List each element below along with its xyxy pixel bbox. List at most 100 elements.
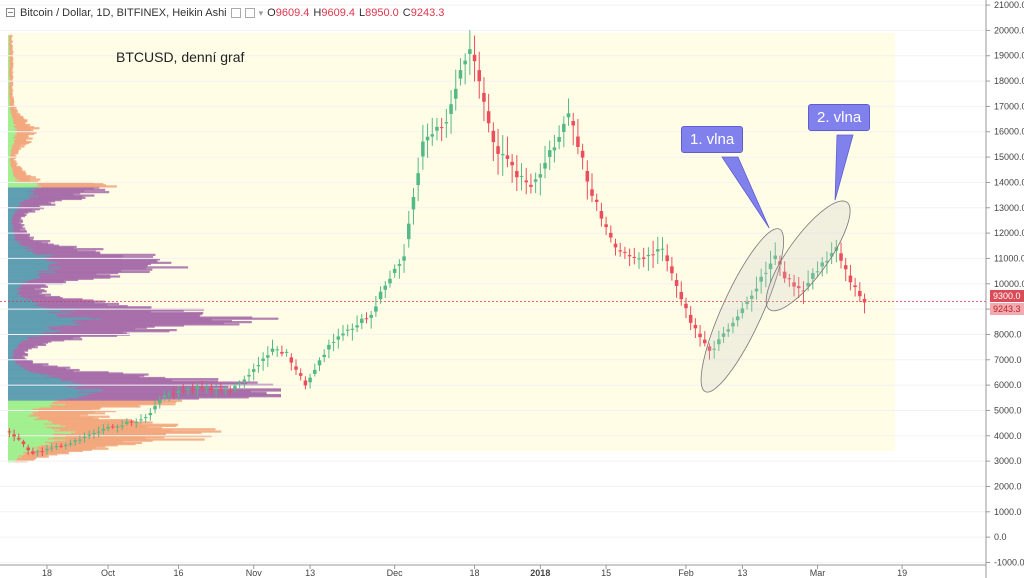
vp-row <box>60 379 173 382</box>
vp-row <box>8 108 11 112</box>
vp-row <box>27 335 81 339</box>
vp-row <box>17 457 36 461</box>
vp-row <box>12 225 22 228</box>
vp-row <box>8 303 35 307</box>
vp-row <box>8 165 12 169</box>
vp-row <box>56 313 203 316</box>
vp-row <box>28 370 74 373</box>
candle-body <box>322 354 326 358</box>
candle-body <box>275 349 279 351</box>
candle-body <box>853 285 857 288</box>
vp-row <box>8 100 10 104</box>
candle-body <box>369 315 373 318</box>
vp-row <box>8 134 15 137</box>
vp-row <box>8 349 14 352</box>
vp-row <box>32 411 95 414</box>
vp-row <box>9 99 15 103</box>
candle-body <box>397 264 402 266</box>
vp-row <box>9 88 13 91</box>
vp-row <box>9 65 14 68</box>
vp-row <box>8 405 52 408</box>
vp-row <box>8 301 39 304</box>
vp-row <box>8 302 39 305</box>
candle-body <box>740 308 745 314</box>
vp-row <box>8 163 11 166</box>
caret-down-icon[interactable]: ▾ <box>258 7 264 18</box>
vp-row <box>22 339 65 342</box>
candle-body <box>496 146 500 154</box>
vp-row <box>8 382 82 385</box>
vp-row <box>8 292 17 295</box>
vp-row <box>20 289 45 292</box>
vp-row <box>52 443 136 446</box>
candle-body <box>764 272 768 274</box>
time-axis[interactable]: 18 Oct 16 Nov 13 Dec 18 2018 15 Feb 13 Mar 19 <box>0 564 986 578</box>
candle-body <box>491 130 496 143</box>
candles <box>7 30 867 457</box>
vp-row <box>20 243 54 246</box>
vp-row <box>11 165 21 169</box>
vp-row <box>29 338 83 341</box>
vp-row <box>8 366 26 369</box>
vp-row <box>14 234 30 237</box>
candle-body <box>21 441 26 445</box>
candle-body <box>562 123 566 132</box>
vp-row <box>8 143 14 146</box>
vp-row <box>9 42 12 46</box>
vp-row <box>8 126 15 129</box>
vp-row <box>8 83 10 87</box>
vp-row <box>9 91 13 95</box>
vp-row <box>8 443 53 446</box>
vp-row <box>8 81 10 84</box>
wave-2-callout[interactable]: 2. vlna <box>808 104 871 131</box>
vp-row <box>8 236 16 239</box>
candle-body <box>195 387 200 390</box>
vp-row <box>44 306 152 309</box>
settings-icon[interactable] <box>230 8 241 18</box>
candle-body <box>811 273 815 279</box>
candle-body <box>543 162 547 169</box>
vp-row <box>8 268 54 271</box>
vp-row <box>9 45 13 48</box>
vp-row <box>9 77 14 80</box>
price-tick-label: 6000.0 <box>994 380 1022 390</box>
vp-row <box>8 172 14 176</box>
vp-row <box>8 421 52 424</box>
vp-row <box>8 319 78 323</box>
vp-row <box>10 152 19 155</box>
vp-row <box>8 266 61 269</box>
vp-row <box>8 176 16 179</box>
hide-icon[interactable] <box>244 8 255 18</box>
vp-row <box>8 424 66 427</box>
vp-row <box>8 362 15 365</box>
vp-row <box>8 92 10 96</box>
vp-row <box>8 415 40 418</box>
vp-row <box>8 250 32 253</box>
candle-body <box>200 387 204 389</box>
vp-row <box>8 404 50 407</box>
wave-1-callout[interactable]: 1. vlna <box>681 126 744 153</box>
vp-row <box>13 173 26 177</box>
vp-row <box>8 458 16 462</box>
vp-row <box>8 208 20 211</box>
time-tick-label: Dec <box>387 568 404 578</box>
collapse-icon[interactable] <box>6 8 15 17</box>
vp-row <box>19 208 40 211</box>
vp-row <box>16 132 35 136</box>
vp-row <box>8 46 10 49</box>
candle-body <box>533 179 538 182</box>
vp-row <box>56 330 170 333</box>
price-axis[interactable]: -1000.0 0.0 1000.0 2000.0 3000.0 4000.0 5000.0… <box>985 0 1024 578</box>
vp-row <box>9 34 13 38</box>
candle-body <box>280 351 284 354</box>
vp-row <box>8 59 10 63</box>
vp-row <box>8 348 14 351</box>
vp-row <box>8 49 10 52</box>
vp-row <box>21 455 49 458</box>
vp-row <box>8 386 78 389</box>
vp-row <box>8 393 86 397</box>
vp-row <box>8 73 10 76</box>
vp-row <box>16 131 37 134</box>
vp-row <box>9 159 15 162</box>
